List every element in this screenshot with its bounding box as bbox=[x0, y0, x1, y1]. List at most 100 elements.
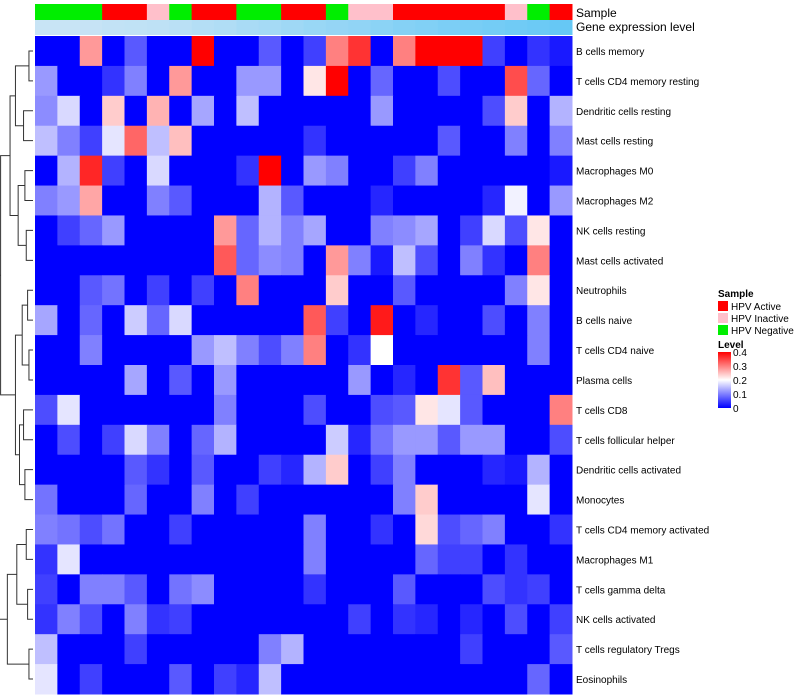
expression-level-cell bbox=[79, 20, 103, 35]
heatmap-cell bbox=[79, 454, 103, 486]
expression-level-annotation-track bbox=[35, 20, 573, 35]
heatmap-cell bbox=[549, 36, 573, 67]
sample-annotation-cell bbox=[527, 4, 551, 20]
heatmap-cell bbox=[460, 36, 483, 67]
heatmap-cell bbox=[393, 185, 416, 216]
heatmap-cell bbox=[325, 424, 349, 456]
heatmap-cell bbox=[415, 365, 439, 396]
sample-annotation-cell bbox=[482, 4, 506, 20]
heatmap-cell bbox=[504, 65, 528, 97]
heatmap-cell bbox=[504, 484, 528, 516]
heatmap-cell bbox=[79, 664, 103, 695]
sample-annotation-cell bbox=[79, 4, 103, 20]
legend-swatch bbox=[718, 325, 728, 335]
heatmap-cell bbox=[146, 544, 170, 575]
heatmap-cell bbox=[437, 36, 461, 67]
heatmap-cell bbox=[415, 155, 439, 187]
expression-level-cell bbox=[370, 20, 394, 35]
heatmap-cell bbox=[504, 544, 528, 575]
heatmap-cell bbox=[482, 65, 506, 97]
heatmap-cell bbox=[124, 634, 148, 665]
heatmap-cell bbox=[393, 95, 416, 127]
heatmap-cell bbox=[57, 245, 81, 276]
expression-level-cell bbox=[146, 20, 170, 35]
heatmap-cell bbox=[79, 544, 103, 575]
heatmap-cell bbox=[348, 574, 372, 605]
heatmap-cell bbox=[146, 36, 170, 67]
heatmap-cell bbox=[236, 245, 260, 276]
level-tick-label: 0.1 bbox=[733, 390, 747, 401]
heatmap-cell bbox=[35, 155, 58, 187]
heatmap-cell bbox=[527, 365, 551, 396]
heatmap-cell bbox=[35, 514, 58, 545]
heatmap-cell bbox=[527, 544, 551, 575]
heatmap-cell bbox=[527, 514, 551, 545]
heatmap-cell bbox=[57, 454, 81, 486]
heatmap-cell bbox=[102, 245, 125, 276]
heatmap-cell bbox=[549, 215, 573, 246]
heatmap-cell bbox=[191, 215, 215, 246]
heatmap-cell bbox=[258, 514, 282, 545]
heatmap-cell bbox=[146, 634, 170, 665]
sample-annotation-cell bbox=[348, 4, 372, 20]
heatmap-cell bbox=[102, 634, 125, 665]
heatmap-cell bbox=[214, 95, 237, 127]
expression-level-cell bbox=[549, 20, 573, 35]
sample-annotation-cell bbox=[191, 4, 215, 20]
heatmap-cell bbox=[281, 424, 304, 456]
level-tick-label: 0.3 bbox=[733, 362, 747, 373]
heatmap-cell bbox=[415, 394, 439, 426]
heatmap-cell bbox=[214, 634, 237, 665]
heatmap-cell bbox=[325, 365, 349, 396]
heatmap-cell bbox=[393, 125, 416, 157]
heatmap-cell bbox=[281, 484, 304, 516]
heatmap-cell bbox=[57, 305, 81, 336]
heatmap-cell bbox=[549, 65, 573, 97]
heatmap-cell bbox=[236, 365, 260, 396]
heatmap-cell bbox=[393, 215, 416, 246]
heatmap-cell bbox=[146, 574, 170, 605]
row-label: T cells CD4 naive bbox=[576, 346, 655, 357]
heatmap-cell bbox=[370, 155, 394, 187]
expression-level-cell bbox=[415, 20, 439, 35]
heatmap-cell bbox=[191, 574, 215, 605]
heatmap-cell bbox=[169, 95, 193, 127]
row-label: T cells regulatory Tregs bbox=[576, 645, 680, 656]
heatmap-cell bbox=[281, 335, 304, 366]
sample-annotation-cell bbox=[214, 4, 237, 20]
row-labels: B cells memory T cells CD4 memory resting… bbox=[576, 47, 709, 686]
heatmap-cell bbox=[146, 95, 170, 127]
heatmap-cell bbox=[504, 454, 528, 486]
sample-annotation-cell bbox=[504, 4, 528, 20]
heatmap-cell bbox=[348, 634, 372, 665]
heatmap-cell bbox=[325, 514, 349, 545]
heatmap-cell bbox=[348, 155, 372, 187]
row-label: T cells CD4 memory resting bbox=[576, 77, 699, 88]
row-label: Eosinophils bbox=[576, 675, 627, 686]
heatmap-cell bbox=[124, 544, 148, 575]
sample-annotation-cell bbox=[35, 4, 58, 20]
heatmap-cell bbox=[191, 454, 215, 486]
heatmap-cell bbox=[415, 574, 439, 605]
heatmap-cell bbox=[57, 604, 81, 635]
sample-annotation-cell bbox=[102, 4, 125, 20]
heatmap-cell bbox=[124, 155, 148, 187]
heatmap-cell bbox=[415, 185, 439, 216]
heatmap-cell bbox=[370, 365, 394, 396]
legend-level-title: Level bbox=[718, 340, 744, 351]
heatmap-cell bbox=[437, 664, 461, 695]
heatmap-cell bbox=[303, 604, 327, 635]
heatmap-cell bbox=[146, 65, 170, 97]
heatmap-cell bbox=[460, 65, 483, 97]
heatmap-cell bbox=[348, 514, 372, 545]
heatmap-cell bbox=[415, 36, 439, 67]
heatmap-cell bbox=[393, 305, 416, 336]
heatmap-cell bbox=[393, 484, 416, 516]
heatmap-cell bbox=[527, 155, 551, 187]
heatmap-cell bbox=[146, 215, 170, 246]
heatmap-cell bbox=[527, 215, 551, 246]
heatmap-cell bbox=[236, 514, 260, 545]
heatmap-cell bbox=[169, 185, 193, 216]
heatmap-cell bbox=[35, 185, 58, 216]
heatmap-cell bbox=[146, 335, 170, 366]
